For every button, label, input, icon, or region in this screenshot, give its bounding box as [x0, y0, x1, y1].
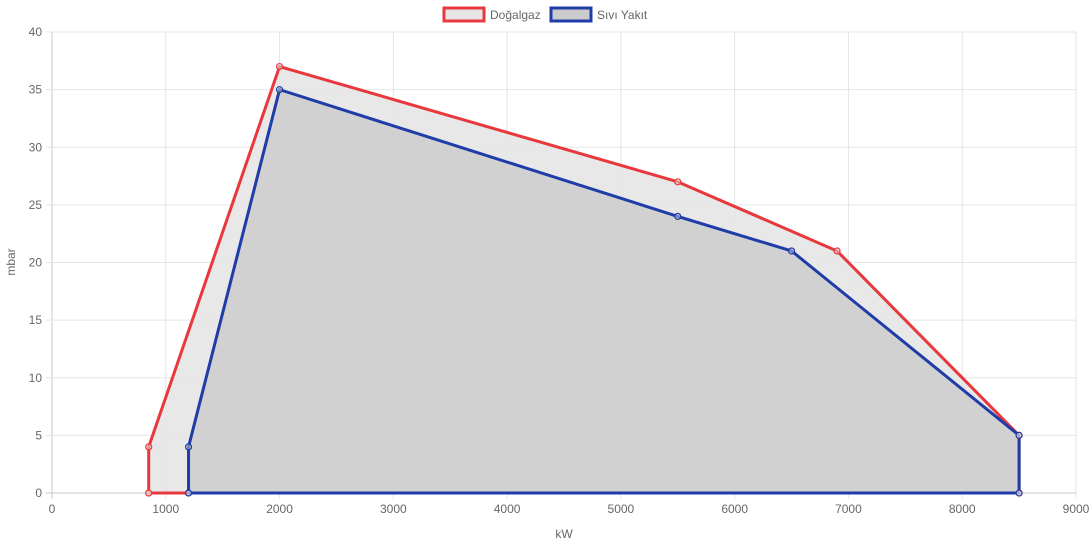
y-tick-label: 5 [35, 428, 42, 442]
data-point[interactable] [674, 212, 682, 220]
data-points [145, 62, 1023, 497]
x-tick-label: 6000 [721, 502, 748, 516]
data-point[interactable] [184, 443, 193, 451]
x-tick-label: 5000 [608, 502, 635, 516]
y-tick-label: 20 [29, 256, 43, 270]
y-tick-label: 0 [35, 486, 42, 500]
data-point[interactable] [1015, 489, 1023, 497]
x-axis-title: kW [555, 527, 573, 541]
data-point[interactable] [184, 489, 193, 497]
data-point[interactable] [833, 247, 841, 255]
y-tick-label: 15 [29, 313, 43, 327]
data-point[interactable] [674, 178, 682, 186]
legend-swatch [442, 6, 486, 23]
data-point[interactable] [787, 247, 796, 255]
data-point[interactable] [275, 62, 284, 71]
data-point[interactable] [1015, 431, 1023, 439]
legend-item-1[interactable]: Sıvı Yakıt [549, 6, 648, 23]
x-tick-label: 7000 [835, 502, 862, 516]
y-tick-label: 40 [29, 25, 43, 39]
x-tick-label: 1000 [152, 502, 179, 516]
y-tick-label: 10 [29, 371, 43, 385]
series-lines [147, 65, 1021, 495]
legend[interactable]: Doğalgaz Sıvı Yakıt [442, 6, 648, 23]
legend-label: Doğalgaz [490, 8, 541, 22]
data-point[interactable] [145, 443, 153, 451]
series-fills [148, 66, 1020, 493]
y-tick-label: 35 [29, 83, 43, 97]
series-line-1 [187, 88, 1021, 495]
x-tick-label: 3000 [380, 502, 407, 516]
legend-swatch [549, 6, 593, 23]
y-tick-label: 25 [29, 198, 43, 212]
series-area-1 [188, 89, 1020, 493]
data-point[interactable] [145, 489, 153, 497]
y-axis-title: mbar [4, 248, 18, 275]
legend-item-0[interactable]: Doğalgaz [442, 6, 541, 23]
x-tick-label: 4000 [494, 502, 521, 516]
x-tick-label: 8000 [949, 502, 976, 516]
x-tick-label: 9000 [1063, 502, 1090, 516]
x-axis-ticks: 0 1000 2000 3000 4000 5000 6000 7000 8000 9000 [49, 502, 1090, 516]
data-point[interactable] [275, 86, 284, 94]
x-tick-label: 2000 [266, 502, 293, 516]
y-tick-label: 30 [29, 140, 43, 154]
x-tick-label: 0 [49, 502, 56, 516]
legend-label: Sıvı Yakıt [597, 8, 648, 22]
y-axis-ticks: 0 5 10 15 20 25 30 35 40 [29, 25, 43, 500]
